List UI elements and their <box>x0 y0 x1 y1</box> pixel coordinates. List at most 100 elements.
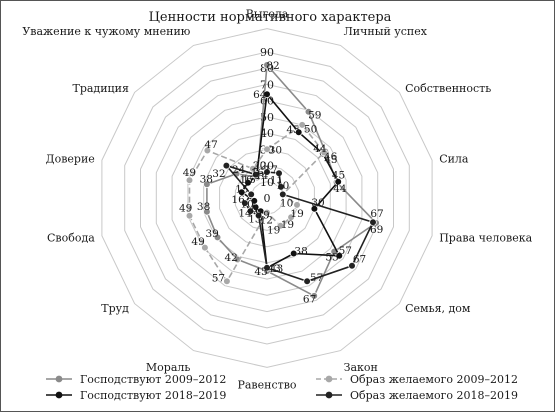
category-label: Мораль <box>146 361 190 374</box>
data-label: 9 <box>255 208 262 220</box>
legend-marker <box>55 375 63 383</box>
data-label: 11 <box>270 174 283 186</box>
grid-ring-outer <box>101 28 433 368</box>
legend: Господствуют 2009–2012 Образ желаемого 20… <box>46 373 518 402</box>
radial-tick-label: 20 <box>260 160 274 173</box>
data-point <box>348 261 356 270</box>
data-label: 44 <box>313 143 327 155</box>
data-point <box>203 207 211 216</box>
category-label: Семья, дом <box>405 302 471 315</box>
data-label: 30 <box>269 144 282 156</box>
data-point <box>310 205 319 213</box>
data-label: 82 <box>266 60 279 72</box>
data-point <box>287 213 295 222</box>
data-point <box>251 170 260 179</box>
data-point <box>250 197 259 205</box>
category-label: Личный успех <box>344 25 428 38</box>
data-point <box>310 292 319 300</box>
data-label: 15 <box>235 184 248 196</box>
data-point <box>247 190 256 199</box>
data-label: 16 <box>231 194 245 206</box>
legend-marker <box>55 391 63 399</box>
data-label: 49 <box>191 236 204 248</box>
data-label: 43 <box>268 263 281 275</box>
data-label: 53 <box>325 251 338 263</box>
data-label: 10 <box>280 198 293 210</box>
data-point <box>320 148 328 157</box>
data-label: 49 <box>183 167 196 179</box>
legend-label: Образ желаемого 2009–2012 <box>350 373 518 386</box>
data-label: 15 <box>242 174 255 186</box>
radial-tick-label: 70 <box>260 78 274 91</box>
data-point <box>275 169 283 178</box>
data-point <box>203 146 212 155</box>
category-label: Закон <box>344 361 378 374</box>
grid-ring <box>187 116 347 280</box>
data-label: 59 <box>308 109 321 121</box>
radial-tick-label: 40 <box>260 127 274 140</box>
data-point <box>369 218 377 227</box>
data-point <box>185 176 194 185</box>
data-label: 64 <box>253 89 267 101</box>
data-label: 38 <box>197 201 210 213</box>
data-point <box>223 277 231 286</box>
data-label: 44 <box>333 183 347 195</box>
data-label: 49 <box>179 203 192 215</box>
data-label: 57 <box>310 272 323 284</box>
data-label: 43 <box>270 263 283 275</box>
category-label: Собственность <box>405 82 491 95</box>
category-label: Доверие <box>46 153 95 166</box>
chart-title: Ценности нормативного характера <box>149 10 392 25</box>
data-point <box>203 180 211 189</box>
data-point <box>263 90 271 98</box>
data-label: 12 <box>260 215 273 227</box>
radial-tick-label: 0 <box>264 192 271 205</box>
data-point <box>241 199 249 207</box>
grid-ring <box>140 67 394 329</box>
data-label: 67 <box>370 208 383 220</box>
data-label: 16 <box>251 167 265 179</box>
category-label: Права человека <box>439 231 532 244</box>
data-label: 8 <box>251 203 258 215</box>
series-layer <box>185 61 380 300</box>
data-point <box>293 201 301 209</box>
data-label: 42 <box>225 252 238 264</box>
data-label: 46 <box>324 151 338 163</box>
legend-label: Господствуют 2009–2012 <box>80 373 226 386</box>
data-point <box>276 222 285 230</box>
data-point <box>185 211 194 220</box>
data-label: 45 <box>286 124 299 136</box>
data-label: 14 <box>238 207 252 219</box>
data-label: 20 <box>253 160 266 172</box>
data-label: 10 <box>240 199 253 211</box>
data-label: 9 <box>263 209 270 221</box>
data-label: 17 <box>265 164 278 176</box>
category-label: Равенство <box>237 379 296 392</box>
data-label: 57 <box>212 273 225 285</box>
radial-tick-label: 10 <box>260 176 274 189</box>
legend-marker <box>325 375 333 383</box>
category-label: Труд <box>101 302 129 315</box>
category-labels: Выгода Личный успех Собственность Сила Права… <box>22 7 532 391</box>
data-point <box>237 188 246 197</box>
data-label: 50 <box>304 124 317 136</box>
data-point <box>303 277 311 286</box>
data-label: 38 <box>200 173 213 185</box>
data-point <box>335 251 344 260</box>
data-point <box>263 208 271 217</box>
grid-ring <box>124 51 410 345</box>
data-label: 38 <box>294 245 307 257</box>
data-point <box>263 263 271 272</box>
legend-label: Образ желаемого 2018–2019 <box>350 389 518 402</box>
data-point <box>222 161 231 170</box>
data-label: 67 <box>303 294 316 306</box>
data-label: 14 <box>255 170 269 182</box>
data-label: 10 <box>276 180 289 192</box>
data-label: 19 <box>290 208 303 220</box>
data-point <box>213 233 222 242</box>
data-point <box>304 108 313 116</box>
category-label: Традиция <box>73 82 129 95</box>
